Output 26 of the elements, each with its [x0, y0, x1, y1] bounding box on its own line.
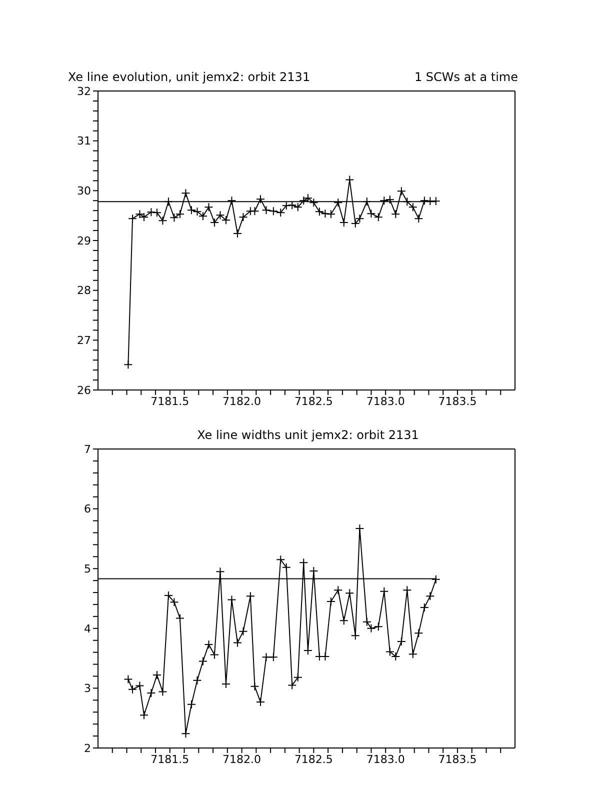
- y-tick-label: 5: [84, 562, 91, 576]
- x-tick-label: 7181.5: [150, 752, 190, 766]
- chart-title: Xe line widths unit jemx2: orbit 2131: [197, 428, 419, 444]
- y-tick-label: 26: [77, 384, 91, 397]
- y-tick-label: 29: [77, 234, 91, 248]
- x-tick-label: 7182.5: [294, 394, 333, 408]
- y-tick-label: 2: [84, 742, 91, 755]
- y-tick-label: 31: [77, 134, 91, 148]
- y-tick-label: 6: [84, 502, 91, 516]
- x-tick-label: 7182.0: [222, 752, 262, 766]
- x-tick-label: 7182.0: [222, 394, 262, 408]
- text: 1 SCWs at a time: [414, 70, 518, 86]
- x-tick-label: 7183.0: [366, 752, 405, 766]
- y-tick-label: 27: [77, 334, 91, 348]
- y-tick-label: 4: [84, 622, 91, 636]
- y-tick-label: 7: [84, 442, 91, 456]
- x-tick-label: 7182.5: [294, 752, 333, 766]
- x-tick-label: 7183.0: [366, 394, 405, 408]
- y-tick-label: 3: [84, 682, 91, 696]
- y-tick-label: 28: [77, 284, 91, 298]
- x-tick-label: 7183.5: [438, 752, 477, 766]
- y-tick-label: 30: [77, 184, 91, 198]
- x-tick-label: 7181.5: [150, 394, 190, 408]
- chart-title: Xe line evolution, unit jemx2: orbit 2131: [68, 70, 310, 86]
- y-tick-label: 32: [77, 84, 91, 98]
- x-tick-label: 7183.5: [438, 394, 477, 408]
